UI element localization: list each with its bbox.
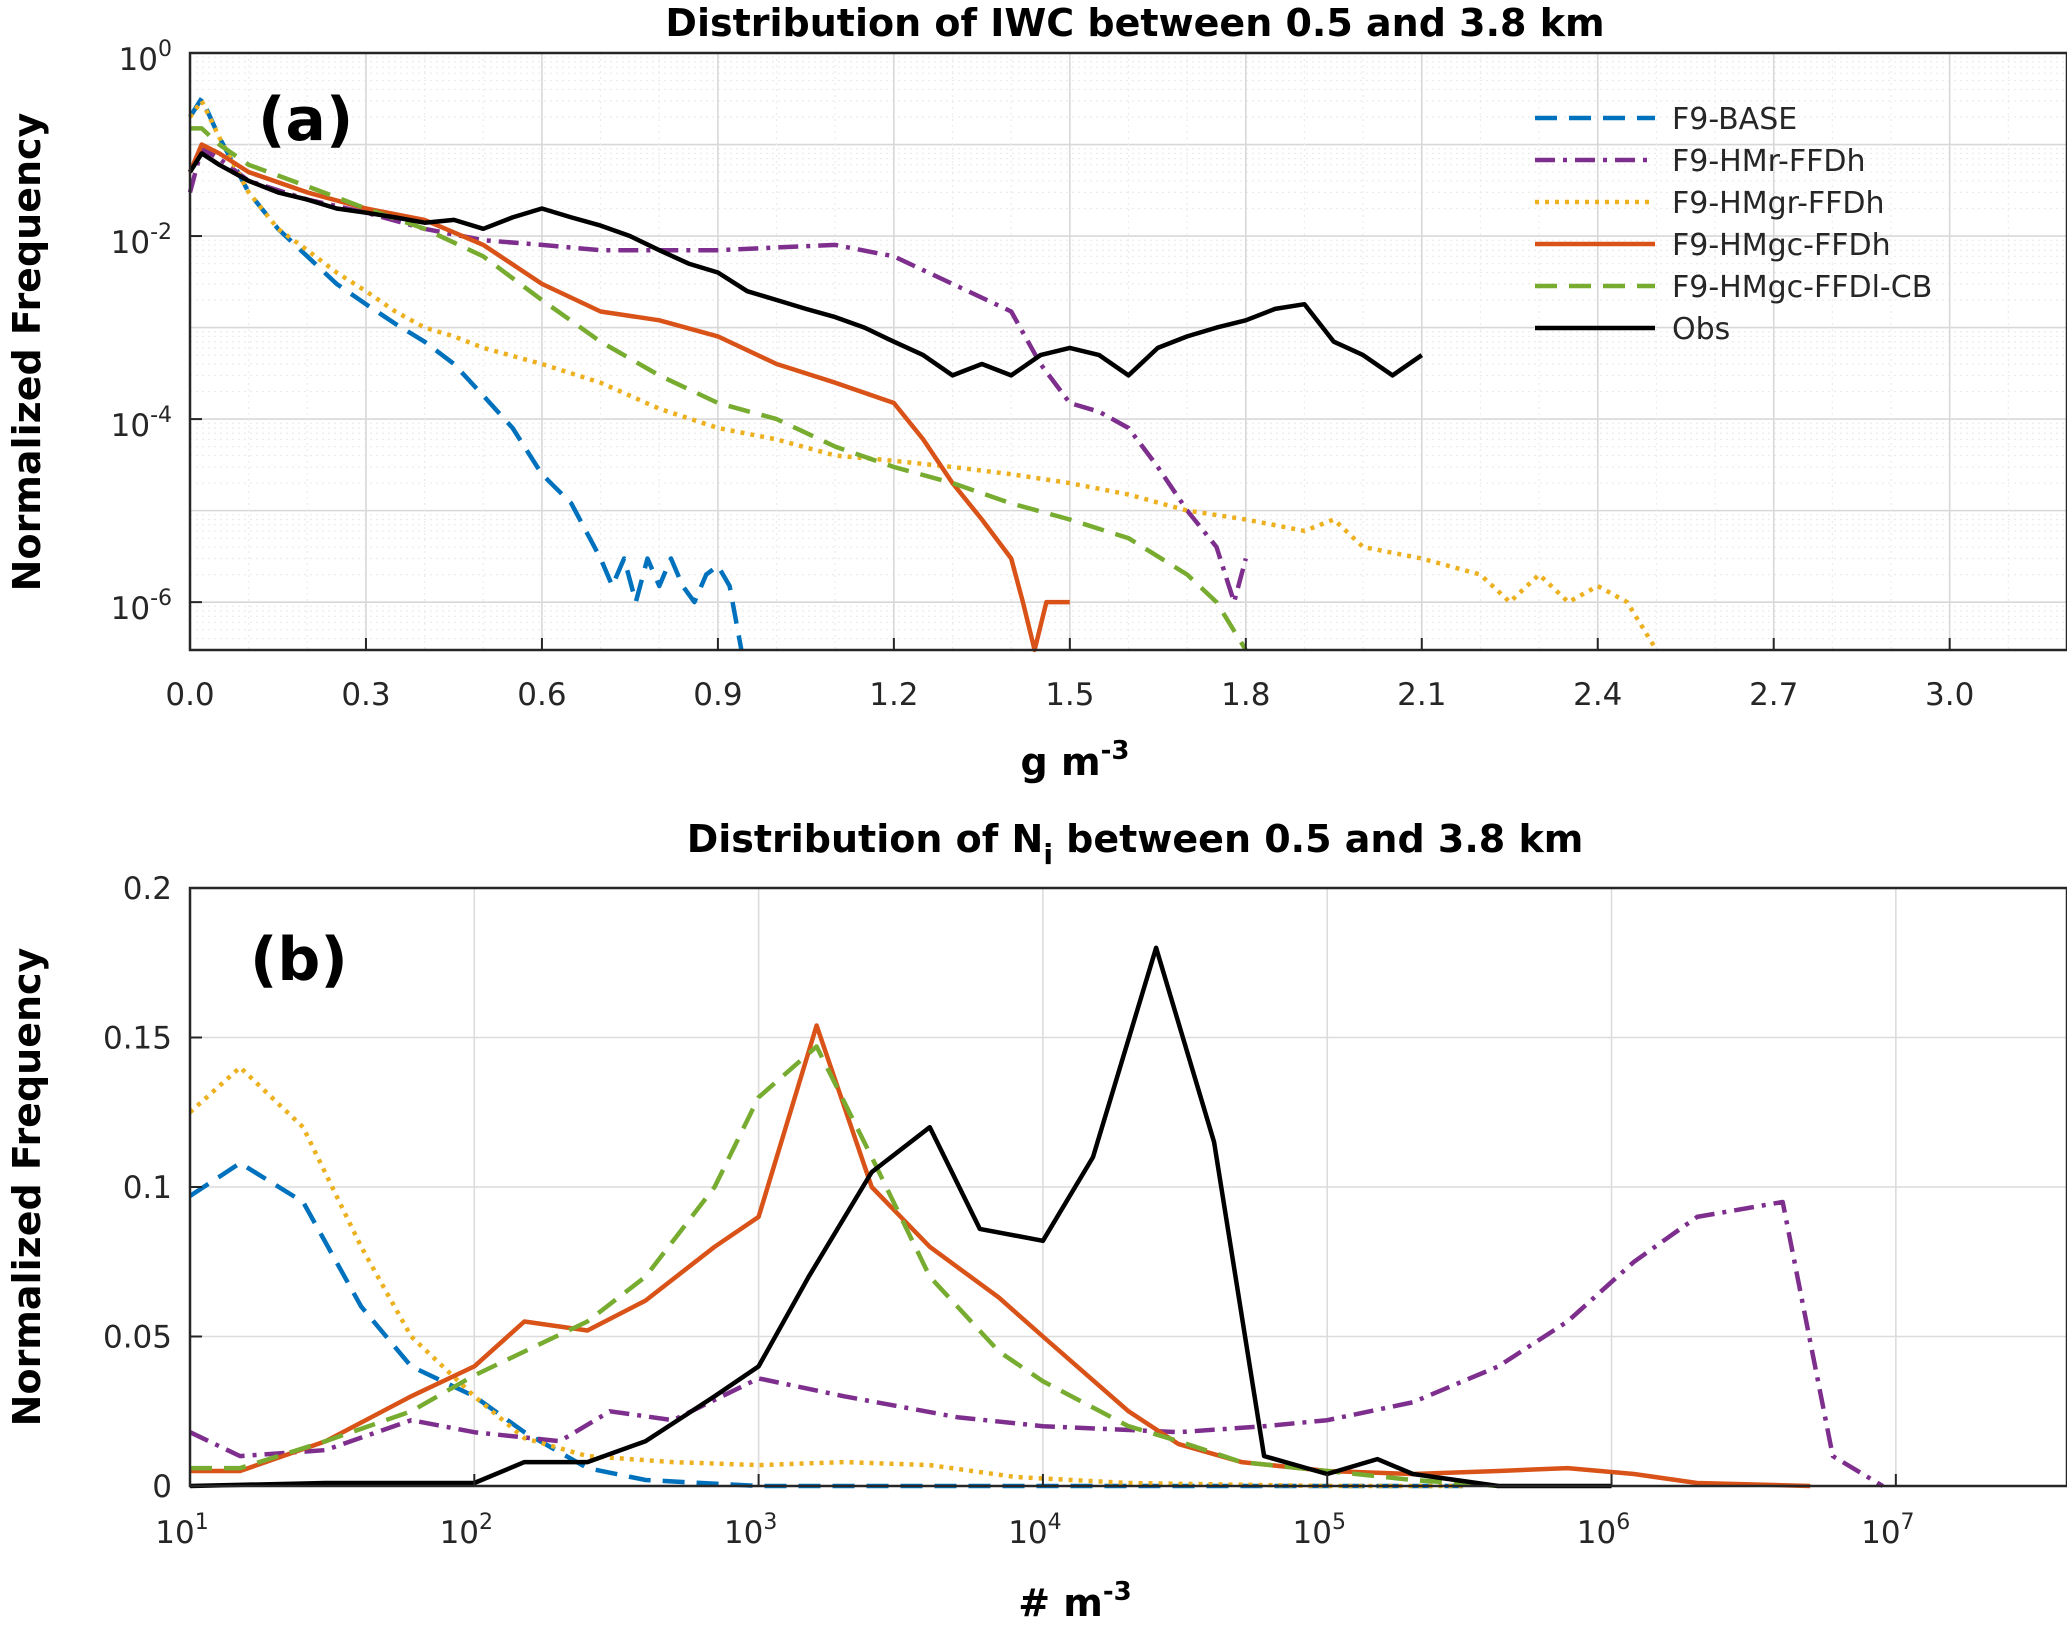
chart-b-x-tick-label-exp: 5 bbox=[1332, 1510, 1346, 1535]
chart-a-x-tick-label: 1.5 bbox=[1045, 677, 1094, 713]
chart-b-x-tick-label-base: 10 bbox=[1292, 1515, 1331, 1551]
chart-b-x-ticks: 101 102 103 104 105 106 107 bbox=[155, 1474, 1915, 1551]
chart-b-x-axis-label-exponent: -3 bbox=[1103, 1577, 1132, 1607]
chart-a-x-ticks: 0.0 0.3 0.6 0.9 1.2 1.5 1.8 2.1 2.4 2.7 3.0 bbox=[165, 638, 1974, 713]
chart-b-x-tick-label-exp: 1 bbox=[195, 1510, 209, 1535]
chart-b-x-tick-label-base: 10 bbox=[155, 1515, 194, 1551]
legend-label-f9-base: F9-BASE bbox=[1672, 102, 1797, 137]
chart-a-y-tick-label-exp: 0 bbox=[158, 37, 172, 62]
chart-b-y-tick-label: 0.1 bbox=[123, 1170, 172, 1206]
chart-a-series-f9-base bbox=[188, 96, 744, 651]
chart-a-y-tick-label: 100 bbox=[119, 37, 172, 78]
chart-b-y-axis-label: Normalized Frequency bbox=[5, 947, 49, 1426]
legend-label-obs: Obs bbox=[1672, 312, 1730, 347]
chart-a-panel-label: (a) bbox=[258, 85, 353, 155]
chart-a-y-tick-label: 10-6 bbox=[111, 586, 172, 627]
chart-a-legend: F9-BASE F9-HMr-FFDh F9-HMgr-FFDh F9-HMgc-FF… bbox=[1535, 102, 1932, 347]
chart-a-x-tick-label: 2.4 bbox=[1573, 677, 1622, 713]
chart-b-series-f9-hmr-ffdh bbox=[189, 1199, 1884, 1488]
chart-b-y-ticks: 0 0.05 0.1 0.15 0.2 bbox=[103, 871, 202, 1505]
chart-a-x-axis-label-exponent: -3 bbox=[1101, 736, 1130, 766]
chart-a-x-axis-label: g m-3 bbox=[1021, 736, 1130, 784]
chart-a-axes-box bbox=[188, 51, 2067, 652]
chart-b-x-tick-label: 106 bbox=[1577, 1510, 1630, 1551]
chart-a-x-tick-label: 0.6 bbox=[517, 677, 566, 713]
chart-a-y-tick-label-exp: -2 bbox=[150, 220, 172, 245]
chart-b-title-rest: between 0.5 and 3.8 km bbox=[1053, 817, 1583, 861]
chart-b-x-tick-label-exp: 4 bbox=[1048, 1510, 1062, 1535]
chart-a-y-tick-label-exp: -6 bbox=[150, 586, 172, 611]
legend-label-f9-hmgc-ffdh: F9-HMgc-FFDh bbox=[1672, 228, 1891, 263]
chart-a: Distribution of IWC between 0.5 and 3.8 … bbox=[5, 1, 2067, 784]
chart-b-x-tick-label: 104 bbox=[1008, 1510, 1061, 1551]
legend-label-f9-hmgc-ffdl-cb: F9-HMgc-FFDl-CB bbox=[1672, 270, 1932, 305]
chart-a-y-tick-label: 10-4 bbox=[111, 403, 172, 444]
chart-b-x-tick-label-base: 10 bbox=[440, 1515, 479, 1551]
chart-b-x-tick-label: 102 bbox=[440, 1510, 493, 1551]
chart-a-series bbox=[187, 96, 1659, 653]
chart-a-y-tick-label-base: 10 bbox=[111, 408, 150, 444]
chart-b: Distribution of Ni between 0.5 and 3.8 k… bbox=[5, 817, 2067, 1625]
chart-b-x-tick-label-base: 10 bbox=[1577, 1515, 1616, 1551]
chart-b-title: Distribution of Ni between 0.5 and 3.8 k… bbox=[687, 817, 1584, 871]
chart-a-x-tick-label: 1.2 bbox=[869, 677, 918, 713]
chart-a-x-tick-label: 3.0 bbox=[1925, 677, 1974, 713]
chart-b-x-tick-label: 103 bbox=[724, 1510, 777, 1551]
chart-a-y-tick-label-exp: -4 bbox=[150, 403, 172, 428]
chart-b-title-subscript: i bbox=[1043, 838, 1053, 871]
chart-b-y-tick-label: 0 bbox=[152, 1469, 172, 1505]
chart-b-x-tick-label-exp: 2 bbox=[479, 1510, 493, 1535]
chart-a-y-axis-label: Normalized Frequency bbox=[5, 112, 49, 591]
chart-b-panel-label: (b) bbox=[250, 925, 348, 995]
chart-b-title-main: Distribution of N bbox=[687, 817, 1044, 861]
chart-a-x-tick-label: 2.7 bbox=[1749, 677, 1798, 713]
chart-a-y-tick-label-base: 10 bbox=[111, 591, 150, 627]
chart-b-x-tick-label: 107 bbox=[1861, 1510, 1914, 1551]
chart-a-x-tick-label: 2.1 bbox=[1397, 677, 1446, 713]
chart-a-series-f9-hmgc-ffdh bbox=[187, 142, 1070, 653]
chart-a-series-obs bbox=[188, 151, 1424, 378]
chart-b-series-f9-hmgc-ffdl-cb bbox=[190, 1044, 1499, 1489]
chart-b-x-tick-label-base: 10 bbox=[724, 1515, 763, 1551]
chart-a-x-tick-label: 0.9 bbox=[693, 677, 742, 713]
chart-b-x-tick-label-base: 10 bbox=[1008, 1515, 1047, 1551]
chart-a-y-tick-label-base: 10 bbox=[119, 42, 158, 78]
chart-a-series-f9-hmgr-ffdh bbox=[188, 98, 1659, 652]
chart-b-x-tick-label-exp: 3 bbox=[763, 1510, 777, 1535]
chart-b-series-f9-hmgr-ffdh bbox=[188, 1065, 1463, 1489]
legend-label-f9-hmr-ffdh: F9-HMr-FFDh bbox=[1672, 144, 1865, 179]
chart-a-x-axis-label-text: g m bbox=[1021, 740, 1101, 784]
chart-b-x-tick-label-exp: 7 bbox=[1901, 1510, 1915, 1535]
chart-a-y-tick-label-base: 10 bbox=[111, 225, 150, 261]
chart-a-series-f9-hmgc-ffdl-cb bbox=[190, 126, 1248, 652]
chart-b-x-axis-label-text: # m bbox=[1018, 1581, 1103, 1625]
chart-b-x-tick-label-exp: 6 bbox=[1616, 1510, 1630, 1535]
chart-a-y-tick-label: 10-2 bbox=[111, 220, 172, 261]
chart-b-series-f9-hmgc-ffdh bbox=[190, 1023, 1811, 1489]
chart-b-y-tick-label: 0.2 bbox=[123, 871, 172, 907]
chart-b-series-obs bbox=[189, 945, 1612, 1489]
chart-b-y-tick-label: 0.05 bbox=[103, 1320, 172, 1356]
chart-a-x-tick-label: 1.8 bbox=[1221, 677, 1270, 713]
legend-label-f9-hmgr-ffdh: F9-HMgr-FFDh bbox=[1672, 186, 1885, 221]
chart-b-x-axis-label: # m-3 bbox=[1018, 1577, 1132, 1625]
chart-b-x-tick-label: 101 bbox=[155, 1510, 208, 1551]
chart-a-x-tick-label: 0.3 bbox=[341, 677, 390, 713]
chart-b-x-tick-label: 105 bbox=[1292, 1510, 1345, 1551]
chart-a-title: Distribution of IWC between 0.5 and 3.8 … bbox=[665, 1, 1604, 45]
chart-b-x-tick-label-base: 10 bbox=[1861, 1515, 1900, 1551]
chart-b-y-tick-label: 0.15 bbox=[103, 1021, 172, 1057]
chart-a-x-tick-label: 0.0 bbox=[165, 677, 214, 713]
